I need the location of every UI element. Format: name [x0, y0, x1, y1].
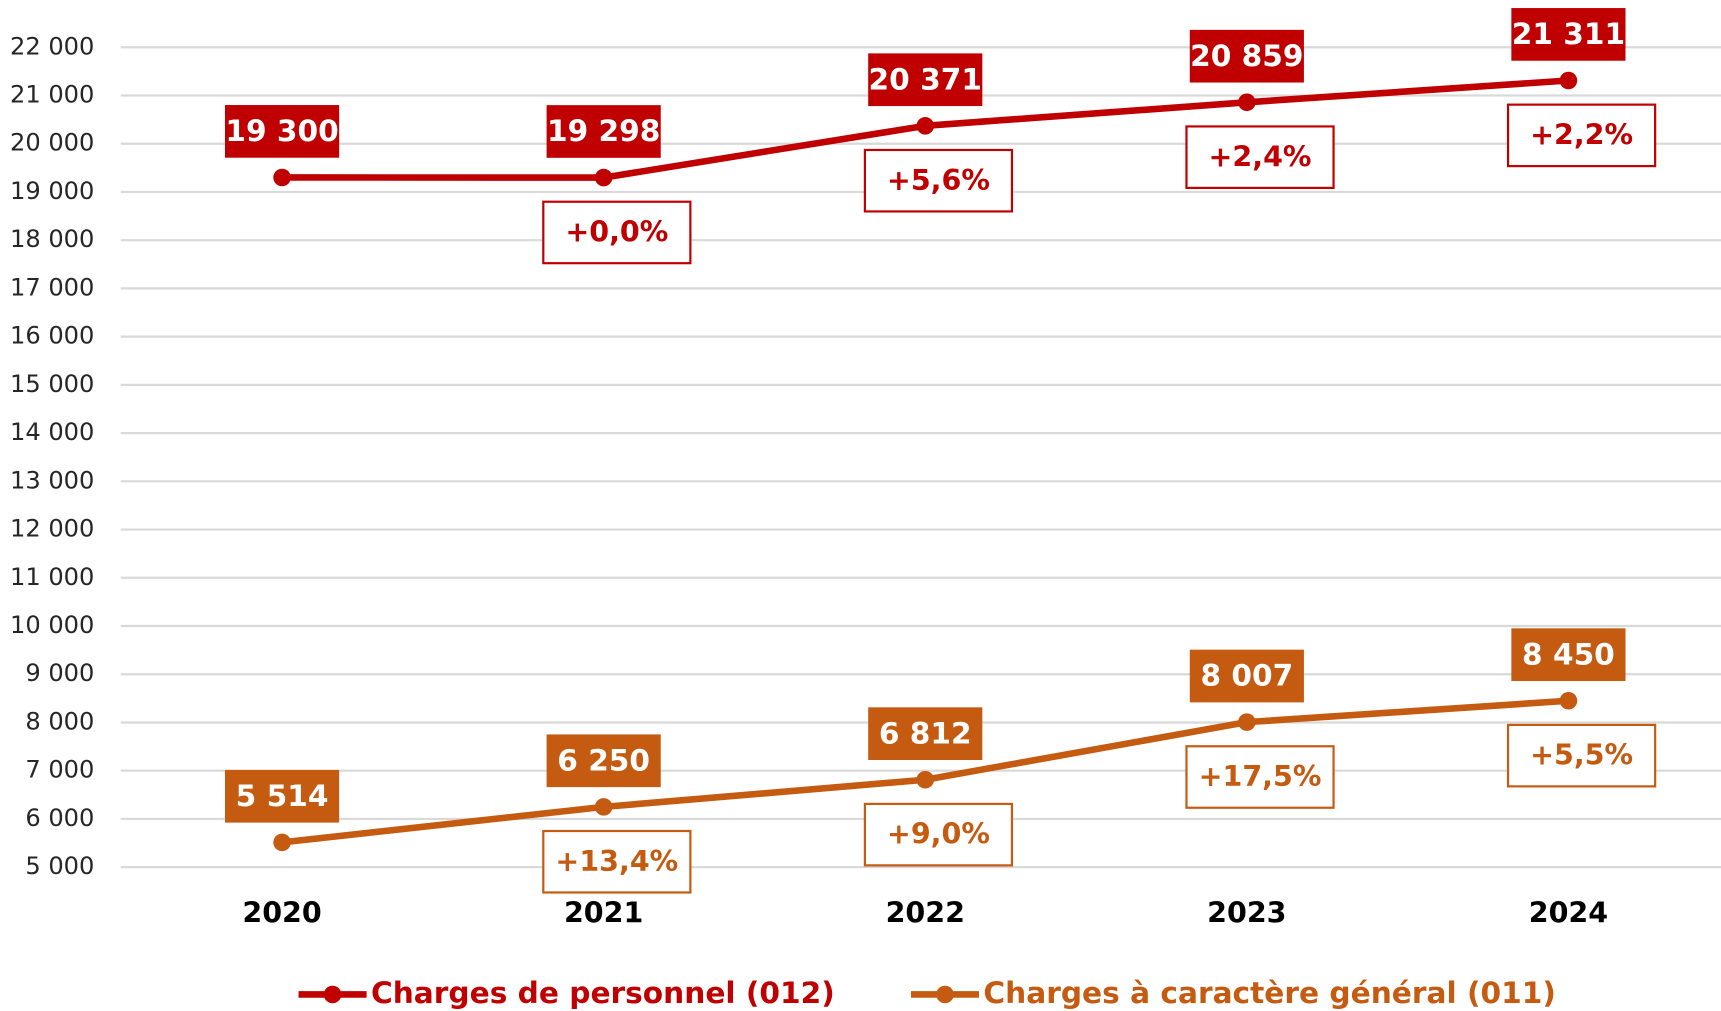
point: [273, 168, 291, 187]
change-label: +17,5%: [1199, 760, 1322, 793]
legend-label: Charges à caractère général (011): [983, 975, 1555, 1010]
y-tick-label: 10 000: [10, 611, 94, 639]
point: [594, 168, 613, 187]
point: [1559, 691, 1578, 710]
change-label: +0,0%: [565, 216, 668, 249]
value-label-box: [546, 105, 661, 158]
change-label: +2,2%: [1530, 118, 1633, 151]
change-label: +9,0%: [887, 818, 990, 851]
y-tick-label: 11 000: [10, 563, 94, 591]
change-label: +2,4%: [1209, 140, 1312, 173]
value-label-box: [546, 734, 661, 788]
value-label: 21 311: [1512, 16, 1625, 51]
y-tick-label: 8 000: [25, 707, 94, 735]
y-tick-label: 9 000: [25, 659, 94, 687]
change-box: [542, 200, 692, 265]
y-tick-label: 22 000: [10, 32, 94, 60]
change-label: +5,6%: [887, 164, 990, 197]
point: [273, 833, 291, 852]
change-box: [863, 802, 1014, 867]
change-label: +13,4%: [555, 845, 678, 878]
value-label-box: [1511, 628, 1626, 682]
value-label: 20 859: [1190, 38, 1303, 73]
x-tick-label: 2023: [1207, 896, 1286, 929]
point: [1559, 71, 1578, 90]
y-tick-label: 12 000: [10, 515, 94, 543]
value-label: 8 450: [1522, 636, 1615, 671]
y-tick-label: 16 000: [10, 322, 94, 350]
change-box: [1506, 723, 1657, 788]
change-box: [542, 829, 692, 894]
value-label-box: [1189, 29, 1304, 83]
point: [916, 770, 935, 789]
y-tick-label: 6 000: [25, 804, 94, 832]
change-box: [1506, 103, 1657, 168]
y-tick-label: 14 000: [10, 418, 94, 446]
point: [1238, 93, 1256, 112]
value-label: 19 298: [547, 113, 660, 148]
value-label-box: [225, 769, 340, 823]
legend-marker: [936, 985, 954, 1004]
point: [1238, 713, 1256, 731]
value-label-box: [225, 105, 340, 158]
change-box: [1185, 125, 1335, 189]
change-box: [1185, 745, 1335, 809]
y-tick-label: 5 000: [25, 852, 94, 880]
change-label: +5,5%: [1530, 739, 1633, 772]
y-tick-label: 17 000: [10, 273, 94, 301]
value-label: 8 007: [1200, 658, 1293, 693]
value-label-box: [868, 53, 983, 107]
legend-marker: [323, 985, 342, 1004]
value-label: 19 300: [225, 113, 338, 148]
value-label: 5 514: [236, 778, 329, 813]
x-tick-label: 2021: [564, 896, 643, 929]
y-tick-label: 18 000: [10, 225, 94, 253]
value-label-box: [868, 707, 983, 761]
point: [594, 798, 613, 816]
y-tick-label: 20 000: [10, 129, 94, 157]
y-tick-label: 21 000: [10, 80, 94, 108]
legend-label: Charges de personnel (012): [371, 975, 835, 1010]
value-label-box: [1511, 8, 1626, 61]
change-box: [863, 148, 1014, 213]
value-label-box: [1189, 649, 1304, 703]
y-tick-label: 15 000: [10, 370, 94, 398]
value-label: 6 250: [557, 742, 650, 777]
point: [916, 117, 935, 135]
y-tick-label: 19 000: [10, 177, 94, 205]
x-tick-label: 2024: [1529, 896, 1608, 929]
x-tick-label: 2020: [242, 896, 321, 929]
value-label: 20 371: [869, 61, 982, 96]
y-tick-label: 13 000: [10, 466, 94, 494]
x-tick-label: 2022: [886, 896, 965, 929]
value-label: 6 812: [879, 715, 972, 750]
y-tick-label: 7 000: [25, 756, 94, 784]
